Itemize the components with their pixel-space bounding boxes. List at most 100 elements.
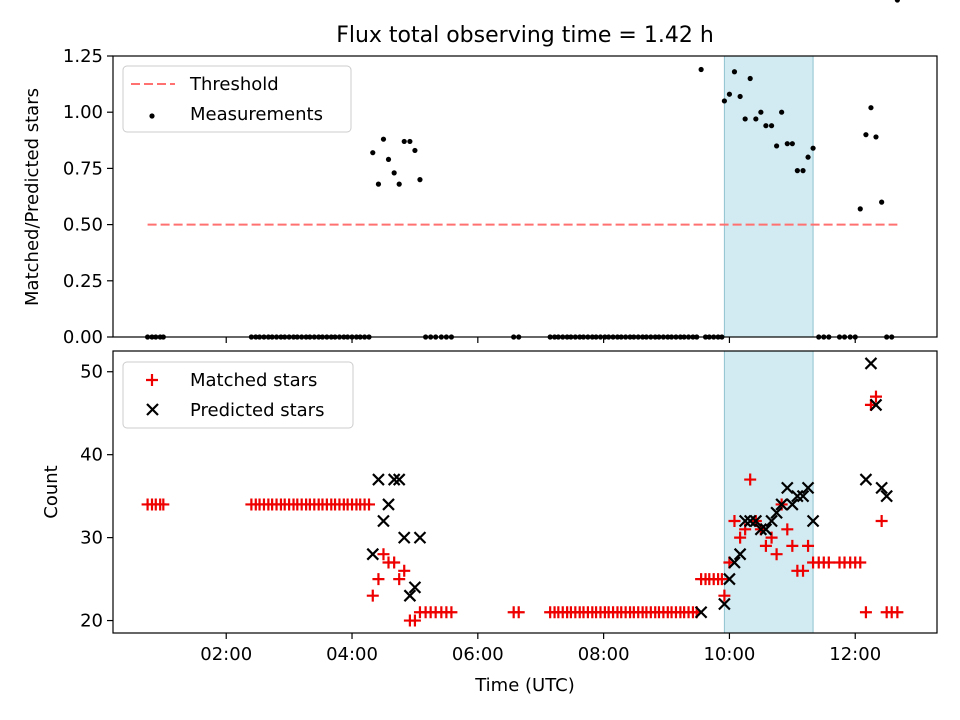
measurement-point (407, 138, 413, 145)
top-y-axis-label: Matched/Predicted stars (22, 88, 43, 306)
measurement-point (800, 168, 806, 174)
bottom-frame (112, 350, 938, 634)
predicted-point (864, 357, 878, 370)
measurement-point (380, 136, 387, 142)
matched-point (875, 515, 888, 528)
measurement-point (794, 168, 800, 174)
bottom-legend: Matched stars Predicted stars (122, 361, 354, 429)
measurement-point (391, 170, 397, 176)
measurement-point (721, 98, 727, 104)
matched-point (770, 548, 783, 561)
matched-points (141, 390, 904, 627)
predicted-point (403, 589, 417, 602)
matched-point (512, 606, 525, 619)
predicted-point (366, 547, 380, 561)
y-tick-label: 0.25 (63, 271, 103, 292)
predicted-point (733, 547, 747, 561)
predicted-point (754, 523, 768, 536)
predicted-point (392, 473, 406, 486)
bottom-y-axis-label: Count (41, 465, 62, 518)
top-y-ticks: 0.00 0.25 0.50 0.75 1.00 1.25 (63, 46, 113, 348)
top-legend: Threshold Measurements (122, 65, 352, 133)
predicted-point (413, 531, 427, 544)
matched-point (786, 539, 799, 552)
measurement-point (805, 154, 811, 160)
predicted-point (801, 481, 815, 495)
predicted-point (372, 473, 385, 486)
measurement-point (857, 206, 863, 212)
matched-point (781, 523, 794, 536)
matched-point (744, 473, 757, 486)
x-axis-label: Time (UTC) (474, 675, 575, 696)
bottom-y-ticks: 20 30 40 50 (80, 362, 113, 632)
y-tick-label: 0.75 (63, 158, 103, 179)
measurement-point (385, 156, 392, 163)
top-frame (112, 55, 938, 338)
predicted-point (387, 473, 401, 486)
measurement-point (810, 145, 816, 151)
x-tick-label: 08:00 (578, 644, 630, 665)
predicted-point (770, 506, 783, 520)
y-tick-label: 40 (80, 445, 103, 466)
matched-point (822, 556, 835, 569)
predicted-point (880, 489, 893, 503)
predicted-point (728, 556, 741, 569)
x-tick-label: 12:00 (829, 644, 881, 665)
predicted-point (869, 398, 883, 412)
measurement-point (737, 93, 743, 100)
measurement-point (789, 141, 795, 147)
legend-measurement-swatch (149, 113, 155, 119)
matched-point (869, 390, 882, 403)
measurement-point (747, 75, 753, 82)
predicted-point (775, 498, 788, 511)
matched-point (363, 498, 376, 511)
measurement-point (863, 132, 869, 138)
matched-point (157, 498, 170, 511)
measurement-point (401, 138, 407, 145)
predicted-point (738, 514, 752, 528)
matched-point (445, 606, 458, 619)
predicted-point (723, 572, 736, 586)
matched-point (408, 614, 421, 627)
predicted-point (875, 481, 888, 495)
matched-point (728, 515, 741, 528)
matched-point (715, 573, 728, 586)
measurement-point (868, 105, 874, 111)
measurement-point (731, 69, 738, 75)
predicted-point (377, 514, 390, 528)
chart-title: Flux total observing time = 1.42 h (336, 23, 714, 48)
measurement-point (768, 123, 775, 129)
matched-point (377, 548, 390, 561)
highlight-band (723, 55, 814, 338)
measurement-point (396, 181, 402, 187)
matched-point (388, 556, 401, 569)
measurement-point (784, 141, 790, 147)
measurement-point (774, 143, 780, 149)
matched-point (398, 564, 411, 577)
measurement-point (873, 134, 879, 140)
legend-predicted-label: Predicted stars (190, 400, 324, 421)
x-tick-label: 04:00 (326, 644, 378, 665)
y-tick-label: 1.00 (63, 102, 103, 123)
bottom-x-ticks: 02:00 04:00 06:00 08:00 10:00 12:00 (200, 633, 881, 665)
predicted-point (397, 531, 411, 544)
legend-matched-label: Matched stars (190, 370, 317, 391)
predicted-point (796, 489, 810, 503)
predicted-points (366, 357, 893, 619)
measurement-point (417, 177, 423, 183)
measurement-point (753, 116, 759, 122)
predicted-point (806, 514, 820, 528)
measurement-point (894, 0, 900, 3)
predicted-point (859, 473, 873, 486)
matched-point (854, 556, 867, 569)
predicted-point (759, 523, 773, 536)
measurement-point (370, 150, 376, 156)
matched-point (734, 531, 747, 544)
measurement-point (758, 109, 764, 115)
measurement-point (879, 199, 885, 205)
legend-measurements-label: Measurements (190, 104, 323, 125)
predicted-point (408, 581, 422, 594)
matched-point (802, 539, 815, 552)
predicted-point (786, 498, 799, 511)
